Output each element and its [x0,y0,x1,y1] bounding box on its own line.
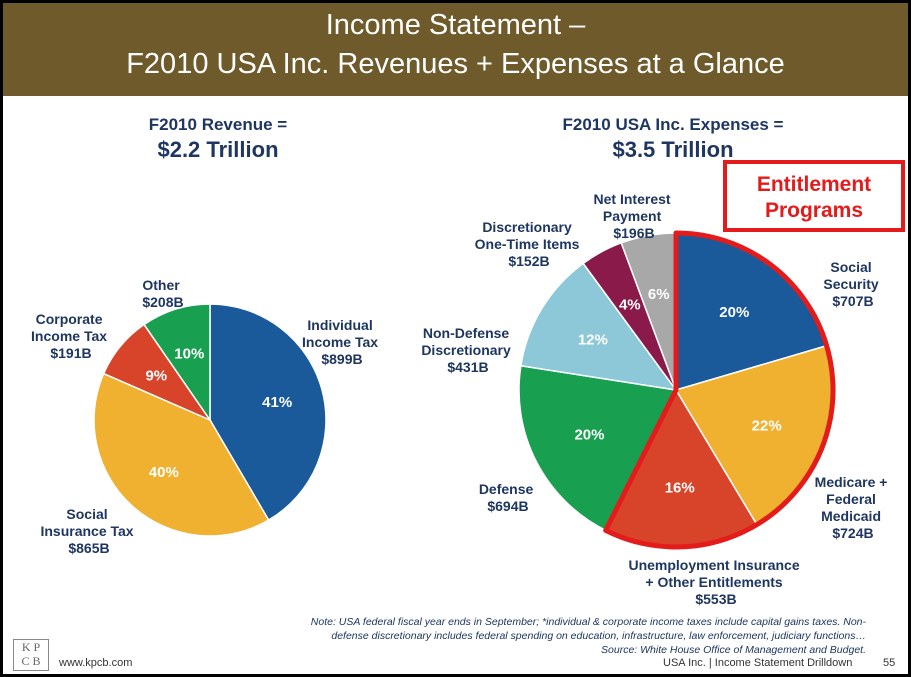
expenses-total: $3.5 Trillion [612,137,734,162]
pie-slice-social-insurance-tax [93,372,270,537]
pie-charts: 41% 40% 9% 10% 20% 22% 16% 20% 12% 4% 6% Individu… [31,191,892,607]
pie-slice-non-defense-discretionary [520,262,678,392]
label-corporate-income-tax: Corporate Income Tax $191B [31,311,111,361]
label-social-security: Social Security $707B [823,259,882,309]
callout-line1: Entitlement [756,173,872,196]
kpcb-logo: K P C B [13,639,49,671]
pie-percent-label: 12% [578,331,608,348]
pie-percent-label: 40% [149,464,179,481]
footnote-line2: defense discretionary includes federal s… [331,630,866,642]
label-discretionary-one-time: Discretionary One-Time Items $152B [475,219,584,269]
pie-percent-label: 16% [665,479,695,496]
pie-percent-label: 10% [174,346,204,363]
pie-percent-label: 9% [145,368,167,385]
label-defense: Defense $694B [479,481,537,514]
label-individual-income-tax: Individual Income Tax $899B [302,317,382,367]
pie-slice-individual-income-tax [209,303,327,522]
source-note: Source: White House Office of Management… [601,644,866,656]
pie-slice-defense [518,364,678,532]
page-number: 55 [883,657,896,669]
footer-url[interactable]: www.kpcb.com [59,657,133,669]
revenue-pie: 41% 40% 9% 10% [93,303,327,537]
pie-percent-label: 22% [752,417,782,434]
pie-percent-label: 20% [574,427,604,444]
label-non-defense-discretionary: Non-Defense Discretionary $431B [421,325,514,375]
title-banner: Income Statement – F2010 USA Inc. Revenu… [3,3,908,96]
pie-percent-label: 4% [619,296,641,313]
label-other: Other $208B [142,277,183,310]
label-social-insurance-tax: Social Insurance Tax $865B [40,506,137,556]
revenue-subtitle: F2010 Revenue = [148,115,288,134]
entitlement-programs-callout: Entitlement Programs [723,160,905,232]
pie-percent-label: 6% [648,286,670,303]
label-net-interest: Net Interest Payment $196B [594,191,675,241]
slide-title-line1: Income Statement – [325,9,586,41]
label-medicare-medicaid: Medicare + Federal Medicaid $724B [815,474,892,541]
slide-title-line2: F2010 USA Inc. Revenues + Expenses at a … [126,48,785,80]
expenses-subtitle: F2010 USA Inc. Expenses = [562,115,784,134]
slide: Income Statement – F2010 USA Inc. Revenu… [3,3,908,674]
footnote-line1: Note: USA federal fiscal year ends in Se… [310,616,866,628]
pie-percent-label: 41% [262,394,292,411]
footer-section-title: USA Inc. | Income Statement Drilldown [663,657,853,669]
entitlement-highlight-ring [603,230,836,550]
callout-line2: Programs [764,199,864,222]
expenses-pie: 20% 22% 16% 20% 12% 4% 6% [518,232,834,548]
revenue-total: $2.2 Trillion [157,137,279,162]
pie-slice-other [143,303,211,423]
pie-percent-label: 20% [719,304,749,321]
label-unemployment-insurance: Unemployment Insurance + Other Entitleme… [628,557,803,607]
